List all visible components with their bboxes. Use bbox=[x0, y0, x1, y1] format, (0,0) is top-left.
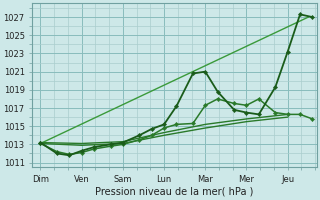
X-axis label: Pression niveau de la mer( hPa ): Pression niveau de la mer( hPa ) bbox=[95, 187, 253, 197]
